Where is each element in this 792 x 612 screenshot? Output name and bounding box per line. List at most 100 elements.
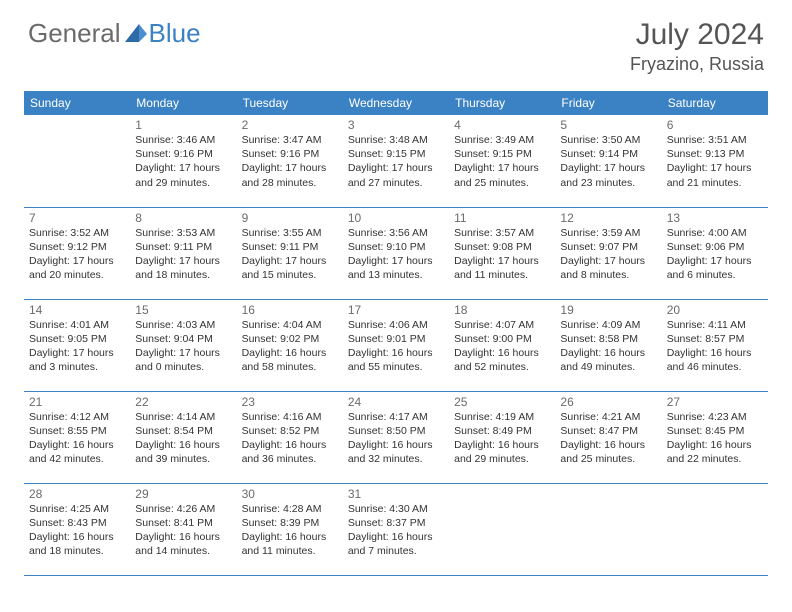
daylight-text: and 11 minutes. bbox=[454, 268, 550, 282]
week-row: 28Sunrise: 4:25 AMSunset: 8:43 PMDayligh… bbox=[24, 483, 768, 575]
daylight-text: Daylight: 16 hours bbox=[29, 530, 125, 544]
daylight-text: and 25 minutes. bbox=[454, 176, 550, 190]
sunrise-text: Sunrise: 4:21 AM bbox=[560, 410, 656, 424]
daylight-text: Daylight: 16 hours bbox=[348, 438, 444, 452]
day-number: 10 bbox=[348, 211, 444, 225]
day-number: 5 bbox=[560, 118, 656, 132]
day-number: 21 bbox=[29, 395, 125, 409]
day-number: 13 bbox=[667, 211, 763, 225]
day-header: Saturday bbox=[662, 91, 768, 115]
week-row: 14Sunrise: 4:01 AMSunset: 9:05 PMDayligh… bbox=[24, 299, 768, 391]
daylight-text: and 22 minutes. bbox=[667, 452, 763, 466]
daylight-text: and 18 minutes. bbox=[29, 544, 125, 558]
daylight-text: and 58 minutes. bbox=[242, 360, 338, 374]
daylight-text: and 3 minutes. bbox=[29, 360, 125, 374]
day-cell: 31Sunrise: 4:30 AMSunset: 8:37 PMDayligh… bbox=[343, 483, 449, 575]
sunset-text: Sunset: 8:54 PM bbox=[135, 424, 231, 438]
day-number: 8 bbox=[135, 211, 231, 225]
day-cell: 23Sunrise: 4:16 AMSunset: 8:52 PMDayligh… bbox=[237, 391, 343, 483]
daylight-text: and 49 minutes. bbox=[560, 360, 656, 374]
sunrise-text: Sunrise: 4:00 AM bbox=[667, 226, 763, 240]
daylight-text: Daylight: 17 hours bbox=[667, 161, 763, 175]
sunset-text: Sunset: 8:47 PM bbox=[560, 424, 656, 438]
daylight-text: Daylight: 17 hours bbox=[242, 161, 338, 175]
day-cell: 17Sunrise: 4:06 AMSunset: 9:01 PMDayligh… bbox=[343, 299, 449, 391]
daylight-text: and 20 minutes. bbox=[29, 268, 125, 282]
daylight-text: and 6 minutes. bbox=[667, 268, 763, 282]
day-number: 18 bbox=[454, 303, 550, 317]
day-number: 19 bbox=[560, 303, 656, 317]
day-number: 4 bbox=[454, 118, 550, 132]
daylight-text: Daylight: 16 hours bbox=[242, 438, 338, 452]
daylight-text: and 25 minutes. bbox=[560, 452, 656, 466]
day-cell: 20Sunrise: 4:11 AMSunset: 8:57 PMDayligh… bbox=[662, 299, 768, 391]
sunrise-text: Sunrise: 3:48 AM bbox=[348, 133, 444, 147]
daylight-text: Daylight: 17 hours bbox=[135, 161, 231, 175]
sunset-text: Sunset: 9:06 PM bbox=[667, 240, 763, 254]
sunset-text: Sunset: 9:12 PM bbox=[29, 240, 125, 254]
sunset-text: Sunset: 9:10 PM bbox=[348, 240, 444, 254]
triangle-icon bbox=[125, 18, 147, 49]
day-cell: 10Sunrise: 3:56 AMSunset: 9:10 PMDayligh… bbox=[343, 207, 449, 299]
daylight-text: and 18 minutes. bbox=[135, 268, 231, 282]
day-cell bbox=[449, 483, 555, 575]
daylight-text: Daylight: 16 hours bbox=[667, 438, 763, 452]
sunset-text: Sunset: 9:15 PM bbox=[454, 147, 550, 161]
day-cell: 13Sunrise: 4:00 AMSunset: 9:06 PMDayligh… bbox=[662, 207, 768, 299]
daylight-text: Daylight: 17 hours bbox=[348, 254, 444, 268]
sunset-text: Sunset: 8:39 PM bbox=[242, 516, 338, 530]
sunrise-text: Sunrise: 4:30 AM bbox=[348, 502, 444, 516]
day-number: 3 bbox=[348, 118, 444, 132]
daylight-text: Daylight: 17 hours bbox=[454, 254, 550, 268]
sunrise-text: Sunrise: 4:14 AM bbox=[135, 410, 231, 424]
day-header-row: Sunday Monday Tuesday Wednesday Thursday… bbox=[24, 91, 768, 115]
day-number: 31 bbox=[348, 487, 444, 501]
day-number: 2 bbox=[242, 118, 338, 132]
daylight-text: Daylight: 17 hours bbox=[454, 161, 550, 175]
daylight-text: and 42 minutes. bbox=[29, 452, 125, 466]
sunrise-text: Sunrise: 4:17 AM bbox=[348, 410, 444, 424]
daylight-text: and 0 minutes. bbox=[135, 360, 231, 374]
day-header: Monday bbox=[130, 91, 236, 115]
daylight-text: Daylight: 16 hours bbox=[667, 346, 763, 360]
sunrise-text: Sunrise: 4:12 AM bbox=[29, 410, 125, 424]
sunrise-text: Sunrise: 3:59 AM bbox=[560, 226, 656, 240]
day-cell: 16Sunrise: 4:04 AMSunset: 9:02 PMDayligh… bbox=[237, 299, 343, 391]
day-header: Thursday bbox=[449, 91, 555, 115]
daylight-text: Daylight: 16 hours bbox=[560, 438, 656, 452]
daylight-text: and 14 minutes. bbox=[135, 544, 231, 558]
sunrise-text: Sunrise: 4:23 AM bbox=[667, 410, 763, 424]
day-number: 15 bbox=[135, 303, 231, 317]
day-cell: 2Sunrise: 3:47 AMSunset: 9:16 PMDaylight… bbox=[237, 115, 343, 207]
daylight-text: and 39 minutes. bbox=[135, 452, 231, 466]
day-number: 23 bbox=[242, 395, 338, 409]
sunset-text: Sunset: 8:50 PM bbox=[348, 424, 444, 438]
day-number: 22 bbox=[135, 395, 231, 409]
sunset-text: Sunset: 9:04 PM bbox=[135, 332, 231, 346]
daylight-text: Daylight: 16 hours bbox=[135, 530, 231, 544]
day-number: 20 bbox=[667, 303, 763, 317]
sunset-text: Sunset: 8:52 PM bbox=[242, 424, 338, 438]
day-cell: 14Sunrise: 4:01 AMSunset: 9:05 PMDayligh… bbox=[24, 299, 130, 391]
daylight-text: and 8 minutes. bbox=[560, 268, 656, 282]
day-cell bbox=[24, 115, 130, 207]
day-header: Wednesday bbox=[343, 91, 449, 115]
sunrise-text: Sunrise: 3:56 AM bbox=[348, 226, 444, 240]
daylight-text: Daylight: 16 hours bbox=[242, 346, 338, 360]
sunset-text: Sunset: 8:37 PM bbox=[348, 516, 444, 530]
day-header: Friday bbox=[555, 91, 661, 115]
day-number: 29 bbox=[135, 487, 231, 501]
sunrise-text: Sunrise: 3:50 AM bbox=[560, 133, 656, 147]
day-header: Sunday bbox=[24, 91, 130, 115]
daylight-text: Daylight: 16 hours bbox=[348, 346, 444, 360]
sunrise-text: Sunrise: 3:47 AM bbox=[242, 133, 338, 147]
day-cell: 28Sunrise: 4:25 AMSunset: 8:43 PMDayligh… bbox=[24, 483, 130, 575]
day-number: 12 bbox=[560, 211, 656, 225]
day-number: 9 bbox=[242, 211, 338, 225]
sunset-text: Sunset: 9:08 PM bbox=[454, 240, 550, 254]
sunrise-text: Sunrise: 3:49 AM bbox=[454, 133, 550, 147]
day-number: 26 bbox=[560, 395, 656, 409]
day-cell: 25Sunrise: 4:19 AMSunset: 8:49 PMDayligh… bbox=[449, 391, 555, 483]
day-cell: 1Sunrise: 3:46 AMSunset: 9:16 PMDaylight… bbox=[130, 115, 236, 207]
daylight-text: Daylight: 16 hours bbox=[560, 346, 656, 360]
